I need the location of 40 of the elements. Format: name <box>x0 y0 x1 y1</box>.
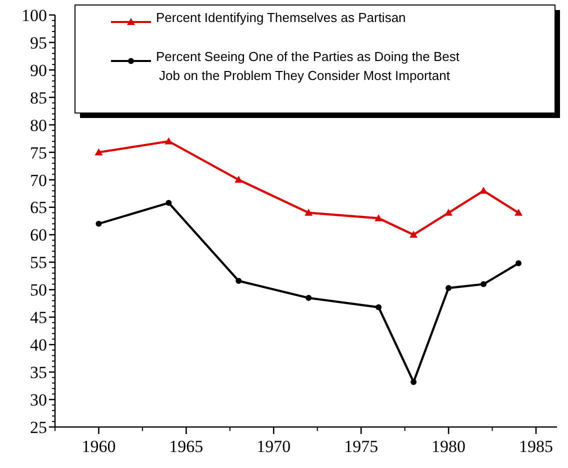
point <box>306 294 312 301</box>
point <box>376 304 382 310</box>
point <box>166 200 172 206</box>
point <box>446 285 452 292</box>
y-tick-label: 25 <box>30 418 47 437</box>
legend-label: Percent Seeing One of the Parties as Doing the Best Job on the Problem They Consider Most Important <box>156 49 460 83</box>
y-tick-label: 80 <box>30 116 47 135</box>
y-tick-label: 90 <box>30 60 47 80</box>
point <box>96 220 102 227</box>
x-tick-label: 1970 <box>256 437 291 456</box>
y-tick-label: 50 <box>30 280 47 300</box>
y-tick-label: 95 <box>30 33 47 52</box>
point <box>444 208 453 216</box>
y-tick-label: 100 <box>22 6 47 25</box>
point <box>374 214 383 222</box>
point <box>304 208 313 216</box>
point <box>410 230 418 238</box>
y-tick-label: 45 <box>30 308 47 328</box>
legend-label: Percent Identifying Themselves as Partisan <box>156 10 406 25</box>
x-tick-label: 1980 <box>432 437 466 456</box>
y-tick-label: 35 <box>30 363 47 382</box>
point <box>234 176 243 183</box>
y-tick-label: 85 <box>30 88 47 108</box>
point <box>514 208 523 216</box>
y-tick-label: 30 <box>30 390 47 410</box>
y-tick-label: 70 <box>30 170 47 190</box>
y-tick-label: 65 <box>30 198 47 218</box>
point <box>480 281 487 288</box>
point <box>236 278 242 284</box>
y-tick-label: 60 <box>30 226 47 245</box>
x-tick-label: 1965 <box>169 437 204 456</box>
point <box>164 137 173 144</box>
x-tick-label: 1960 <box>82 437 116 456</box>
y-tick-label: 75 <box>30 143 47 162</box>
point <box>516 260 522 266</box>
y-tick-label: 40 <box>30 336 47 355</box>
x-tick-label: 1985 <box>519 437 554 456</box>
x-tick-label: 1975 <box>344 437 378 456</box>
y-tick-label: 55 <box>30 253 47 272</box>
point <box>94 148 103 156</box>
